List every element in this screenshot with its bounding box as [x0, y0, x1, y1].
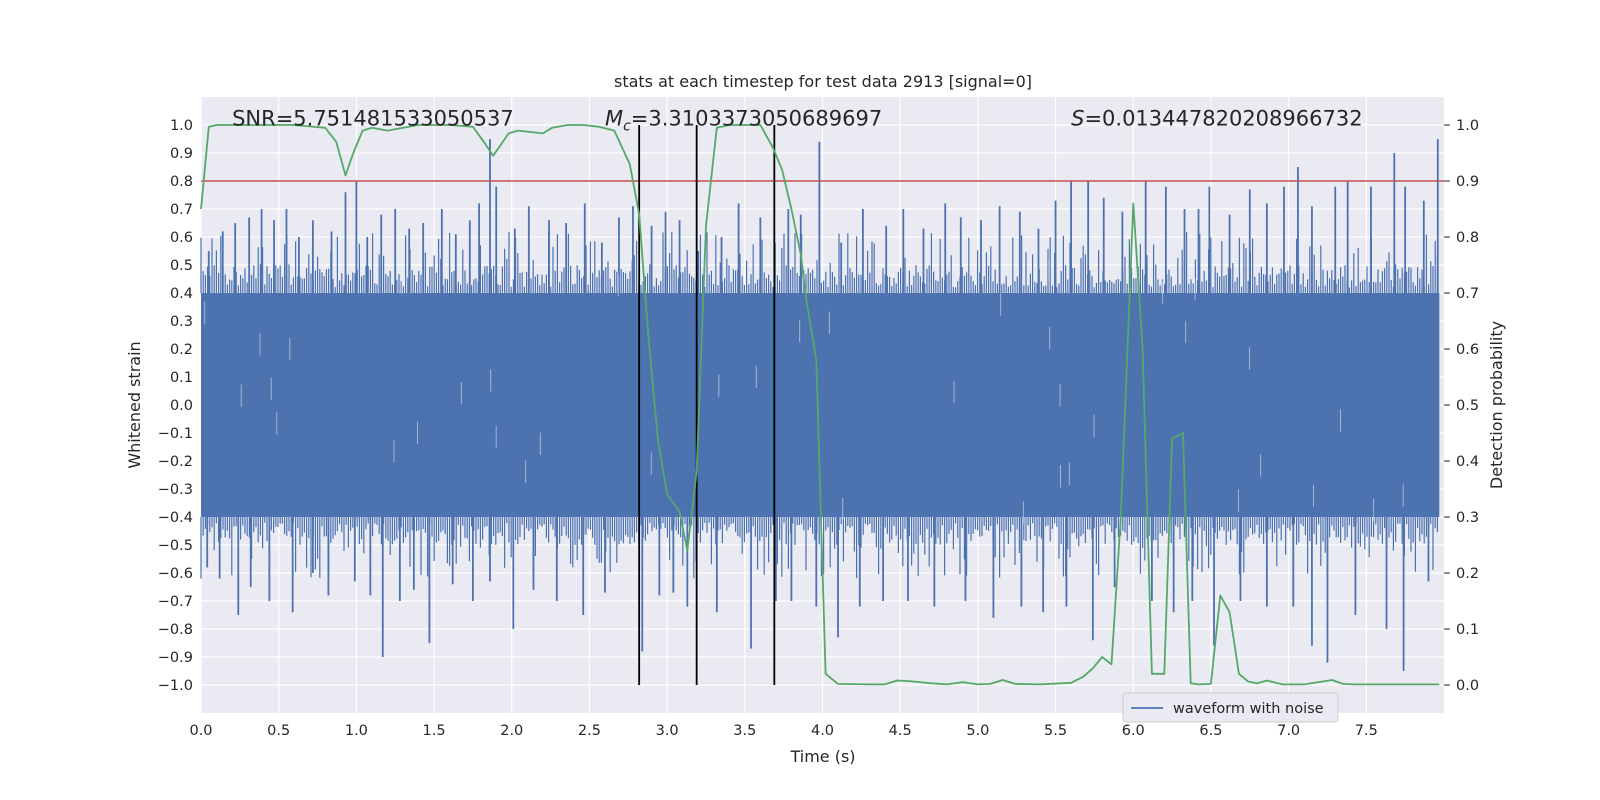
y-tick-label: −0.5 [158, 538, 193, 554]
y-tick-label: 0.6 [170, 230, 193, 246]
legend: waveform with noise [1122, 692, 1339, 723]
x-tick-label: 7.5 [1355, 723, 1378, 739]
y-right-tick-label: 0.2 [1456, 566, 1479, 582]
probability-line [200, 124, 1440, 686]
x-tick-label: 6.5 [1199, 723, 1222, 739]
y-tick-label: −0.4 [158, 510, 193, 526]
legend-label: waveform with noise [1173, 701, 1324, 717]
y-right-tick-label: 0.7 [1456, 286, 1479, 302]
x-tick-label: 4.5 [889, 723, 912, 739]
y-right-tick-label: 0.1 [1456, 622, 1479, 638]
y-right-tick-label: 0.5 [1456, 398, 1479, 414]
annotation-s: S=0.013447820208966732 [1071, 107, 1362, 131]
x-tick-label: 2.5 [578, 723, 601, 739]
x-axis-label: Time (s) [789, 747, 855, 766]
x-tick-label: 2.0 [500, 723, 523, 739]
annotation-value: =0.013447820208966732 [1084, 107, 1362, 131]
annotation-mc: Mc=3.3103373050689697 [605, 107, 882, 135]
x-tick-label: 1.0 [345, 723, 368, 739]
x-tick-label: 5.5 [1044, 723, 1067, 739]
probability-series [200, 124, 1440, 686]
x-axis-ticks: 0.0 0.5 1.0 1.5 2.0 2.5 3.0 3.5 4.0 4.5 5.0 5.5 6.0 6… [189, 723, 1377, 739]
y-tick-label: −0.3 [158, 482, 193, 498]
y-tick-label: 0.8 [170, 174, 193, 190]
x-tick-label: 3.0 [656, 723, 679, 739]
y-right-tick-label: 0.8 [1456, 230, 1479, 246]
y-right-axis-ticks: 1.0 0.9 0.8 0.7 0.6 0.5 0.4 0.3 0.2 0.1 0.0 [1444, 118, 1479, 694]
y-tick-label: 0.5 [170, 258, 193, 274]
y-tick-label: 0.7 [170, 202, 193, 218]
y-tick-label: −0.6 [158, 566, 193, 582]
y-right-tick-label: 0.4 [1456, 454, 1479, 470]
x-tick-label: 5.0 [966, 723, 989, 739]
y-tick-label: 0.2 [170, 342, 193, 358]
y-right-tick-label: 0.6 [1456, 342, 1479, 358]
annotations: SNR=5.751481533050537 Mc=3.31033730506896… [232, 107, 1363, 135]
y-tick-label: 0.3 [170, 314, 193, 330]
x-tick-label: 0.5 [267, 723, 290, 739]
y-tick-label: −1.0 [158, 678, 193, 694]
y-axis-label: Whitened strain [125, 341, 144, 468]
y-right-tick-label: 0.3 [1456, 510, 1479, 526]
annotation-subscript: c [623, 119, 631, 135]
y-tick-label: −0.2 [158, 454, 193, 470]
annotation-snr: SNR=5.751481533050537 [232, 107, 514, 131]
y-right-tick-label: 0.0 [1456, 678, 1479, 694]
y-tick-label: 0.9 [170, 146, 193, 162]
y-tick-label: −0.9 [158, 650, 193, 666]
x-tick-label: 3.5 [733, 723, 756, 739]
x-tick-label: 4.0 [811, 723, 834, 739]
annotation-symbol: M [605, 107, 623, 131]
y-right-tick-label: 0.9 [1456, 174, 1479, 190]
y-tick-label: 1.0 [170, 118, 193, 134]
y-tick-label: −0.8 [158, 622, 193, 638]
x-tick-label: 6.0 [1122, 723, 1145, 739]
annotation-value: =3.3103373050689697 [631, 107, 882, 131]
y-tick-label: 0.1 [170, 370, 193, 386]
y-right-tick-label: 1.0 [1456, 118, 1479, 134]
annotation-symbol: S [1071, 107, 1084, 131]
chart-title: stats at each timestep for test data 291… [614, 72, 1032, 91]
legend-box [1122, 692, 1339, 723]
y-axis-ticks: 1.0 0.9 0.8 0.7 0.6 0.5 0.4 0.3 0.2 0.1 0.0 −0.1 −0.… [158, 118, 193, 694]
x-tick-label: 0.0 [189, 723, 212, 739]
y-right-axis-label: Detection probability [1487, 321, 1506, 489]
y-tick-label: −0.7 [158, 594, 193, 610]
x-tick-label: 1.5 [423, 723, 446, 739]
x-tick-label: 7.0 [1277, 723, 1300, 739]
y-tick-label: 0.0 [170, 398, 193, 414]
y-tick-label: −0.1 [158, 426, 193, 442]
y-tick-label: 0.4 [170, 286, 193, 302]
